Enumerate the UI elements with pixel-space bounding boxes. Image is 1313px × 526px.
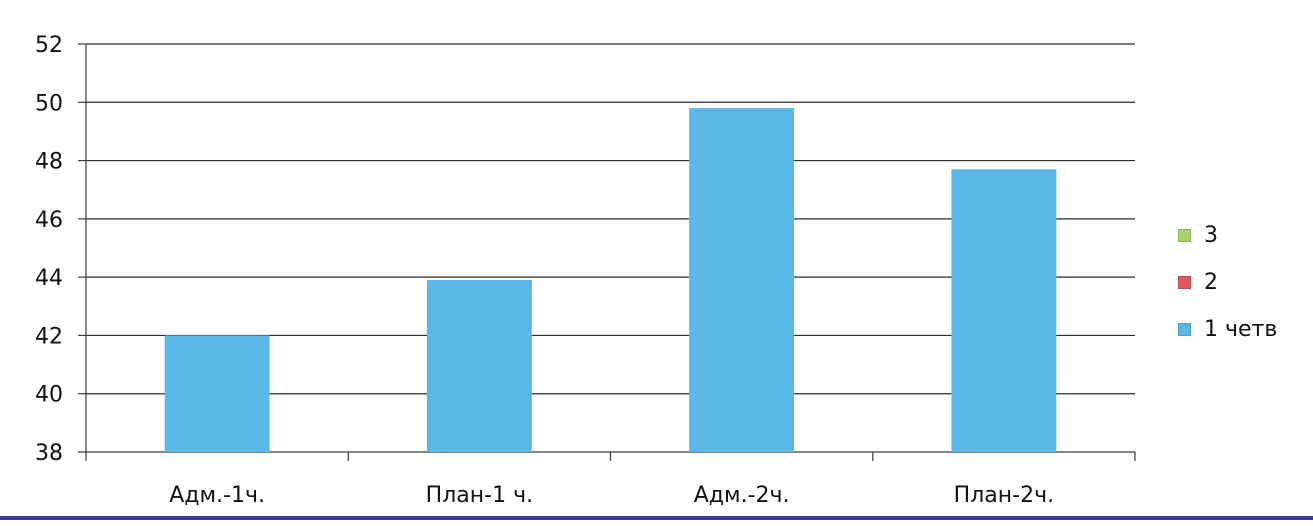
y-tick-label-38: 38 bbox=[35, 441, 63, 466]
legend-label-3: 3 bbox=[1204, 223, 1218, 248]
x-category-label-4: План-2ч. bbox=[954, 483, 1054, 508]
legend-label-2: 2 bbox=[1204, 270, 1218, 295]
y-tick-label-46: 46 bbox=[35, 208, 63, 233]
y-tick-label-40: 40 bbox=[35, 383, 63, 408]
y-tick-label-48: 48 bbox=[35, 150, 63, 175]
legend-item-3: 3 bbox=[1178, 212, 1308, 259]
legend: 3 2 1 четв bbox=[1178, 212, 1308, 353]
x-category-label-1: Адм.-1ч. bbox=[169, 483, 265, 508]
legend-swatch-2 bbox=[1178, 276, 1191, 289]
legend-swatch-3 bbox=[1178, 229, 1191, 242]
legend-swatch-1-chetv bbox=[1178, 323, 1191, 336]
y-tick-label-42: 42 bbox=[35, 324, 63, 349]
legend-label-1-chetv: 1 четв bbox=[1204, 317, 1278, 342]
legend-item-2: 2 bbox=[1178, 259, 1308, 306]
legend-item-1-chetv: 1 четв bbox=[1178, 306, 1308, 353]
bar-1-2 bbox=[426, 280, 532, 452]
y-tick-label-44: 44 bbox=[35, 266, 63, 291]
x-category-label-2: План-1 ч. bbox=[426, 483, 533, 508]
bar-1-3 bbox=[689, 108, 795, 452]
x-category-label-3: Адм.-2ч. bbox=[694, 483, 790, 508]
bar-1-4 bbox=[951, 169, 1057, 453]
y-tick-label-50: 50 bbox=[35, 91, 63, 116]
y-tick-label-52: 52 bbox=[35, 33, 63, 58]
bottom-border-line bbox=[0, 516, 1313, 520]
bar-1-1 bbox=[164, 335, 270, 452]
